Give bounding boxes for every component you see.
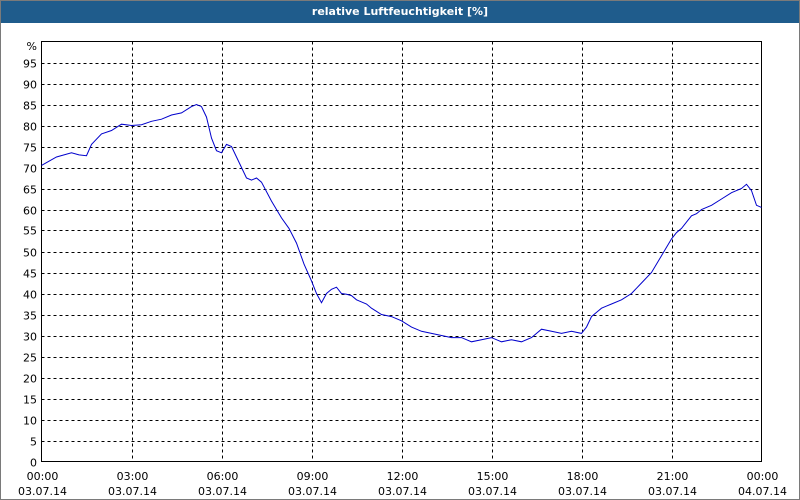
y-tick-label: 75 xyxy=(23,142,37,155)
x-tick-date-label: 03.07.14 xyxy=(288,485,337,498)
x-tick-date-label: 03.07.14 xyxy=(198,485,247,498)
x-tick-date-label: 03.07.14 xyxy=(648,485,697,498)
plot-area-border xyxy=(41,41,762,462)
x-tick-time-label: 21:00 xyxy=(657,470,689,483)
y-tick-label: 70 xyxy=(23,163,37,176)
x-tick-time-label: 00:00 xyxy=(27,470,59,483)
y-tick-label: 40 xyxy=(23,289,37,302)
x-tick-time-label: 12:00 xyxy=(387,470,419,483)
y-tick-label: 45 xyxy=(23,268,37,281)
y-tick-label: 80 xyxy=(23,121,37,134)
x-axis-tick-labels: 00:00 03.07.14 03:00 03.07.14 06:00 03.07.14 0… xyxy=(18,470,787,498)
chart-title: relative Luftfeuchtigkeit [%] xyxy=(1,1,799,23)
y-tick-label: 30 xyxy=(23,331,37,344)
x-tick-date-label: 03.07.14 xyxy=(468,485,517,498)
x-tick-time-label: 18:00 xyxy=(567,470,599,483)
series-group xyxy=(41,103,762,343)
x-tick-date-label: 04.07.14 xyxy=(738,485,787,498)
x-tick-time-label: 06:00 xyxy=(207,470,239,483)
y-tick-label: 10 xyxy=(23,415,37,428)
x-tick-time-label: 09:00 xyxy=(297,470,329,483)
y-axis-tick-labels: % 0 5 10 15 20 25 30 35 40 45 50 55 60 65 70 75 80 85 90 95 xyxy=(23,40,37,470)
x-tick-date-label: 03.07.14 xyxy=(558,485,607,498)
humidity-series-line xyxy=(41,103,762,343)
y-tick-label: 25 xyxy=(23,352,37,365)
x-tick-time-label: 00:00 xyxy=(747,470,779,483)
x-tick-time-label: 03:00 xyxy=(117,470,149,483)
x-tick-date-label: 03.07.14 xyxy=(108,485,157,498)
y-tick-label: 95 xyxy=(23,58,37,71)
y-tick-label: 20 xyxy=(23,373,37,386)
x-tick-date-label: 03.07.14 xyxy=(18,485,67,498)
grid xyxy=(41,41,762,462)
y-tick-label: 85 xyxy=(23,100,37,113)
y-tick-label: 90 xyxy=(23,79,37,92)
x-tick-time-label: 15:00 xyxy=(477,470,509,483)
y-tick-label: 5 xyxy=(30,436,37,449)
y-tick-label: 0 xyxy=(30,457,37,470)
y-tick-label: 15 xyxy=(23,394,37,407)
y-tick-label: 65 xyxy=(23,184,37,197)
y-tick-label: 60 xyxy=(23,205,37,218)
x-tick-date-label: 03.07.14 xyxy=(378,485,427,498)
y-tick-label: 55 xyxy=(23,225,37,238)
y-tick-label: 50 xyxy=(23,247,37,260)
y-tick-label: 35 xyxy=(23,310,37,323)
y-unit-label: % xyxy=(27,40,37,53)
